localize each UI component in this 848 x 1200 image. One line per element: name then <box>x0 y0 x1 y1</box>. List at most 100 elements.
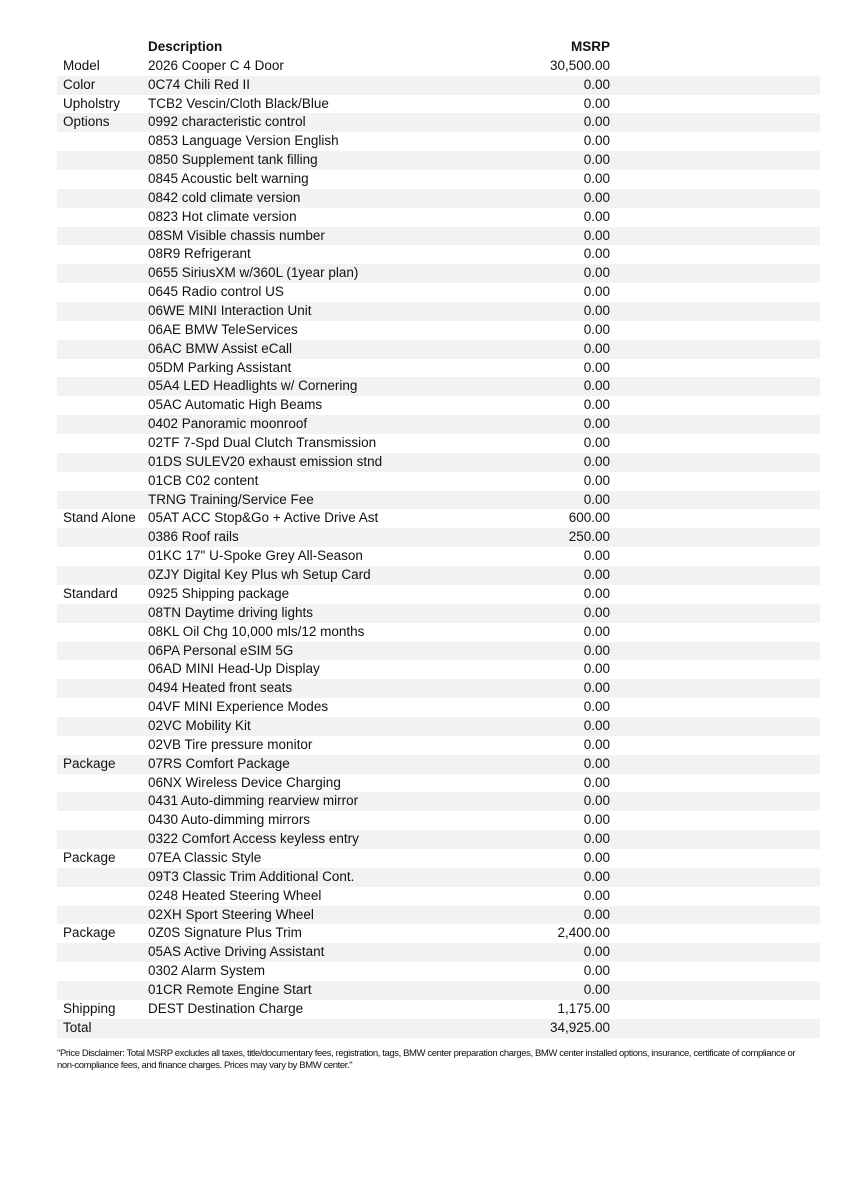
row-msrp: 0.00 <box>583 585 610 601</box>
row-category <box>57 321 148 340</box>
row-description: 0248 Heated Steering Wheel <box>148 887 322 903</box>
row-description: 0925 Shipping package <box>148 585 290 601</box>
table-row: 0645 Radio control US 0.00 <box>57 283 820 302</box>
msrp-table: Description MSRP Model 2026 Cooper C 4 Do… <box>57 38 820 1038</box>
table-row: 02VB Tire pressure monitor 0.00 <box>57 736 820 755</box>
table-row: 06PA Personal eSIM 5G 0.00 <box>57 641 820 661</box>
row-category <box>57 359 148 378</box>
row-description: 0992 characteristic control <box>148 114 306 130</box>
row-msrp: 0.00 <box>583 661 610 677</box>
row-description: 08KL Oil Chg 10,000 mls/12 months <box>148 623 365 639</box>
table-row: Shipping DEST Destination Charge 1,175.00 <box>57 1000 820 1019</box>
table-row: 0842 cold climate version 0.00 <box>57 188 820 208</box>
table-row: 08SM Visible chassis number 0.00 <box>57 226 820 246</box>
row-msrp: 0.00 <box>583 453 610 469</box>
row-msrp: 0.00 <box>583 208 610 224</box>
row-category <box>57 868 148 887</box>
header-description: Description <box>148 39 223 54</box>
row-msrp: 0.00 <box>583 604 610 620</box>
table-row: 0402 Panoramic moonroof 0.00 <box>57 415 820 435</box>
table-row: 01DS SULEV20 exhaust emission stnd 0.00 <box>57 452 820 472</box>
row-description: 02VB Tire pressure monitor <box>148 736 313 752</box>
row-msrp: 0.00 <box>583 793 610 809</box>
row-description: 0842 cold climate version <box>148 189 301 205</box>
table-row: 08R9 Refrigerant 0.00 <box>57 245 820 264</box>
table-row: Model 2026 Cooper C 4 Door 30,500.00 <box>57 57 820 76</box>
row-description: 05A4 LED Headlights w/ Cornering <box>148 378 358 394</box>
row-description: 07RS Comfort Package <box>148 755 290 771</box>
row-category <box>57 566 148 585</box>
row-msrp: 0.00 <box>583 114 610 130</box>
table-row: Color 0C74 Chili Red II 0.00 <box>57 75 820 95</box>
table-row: 08KL Oil Chg 10,000 mls/12 months 0.00 <box>57 623 820 642</box>
table-row: 0494 Heated front seats 0.00 <box>57 679 820 699</box>
row-msrp: 0.00 <box>583 680 610 696</box>
row-category <box>57 151 148 170</box>
row-msrp: 0.00 <box>583 623 610 639</box>
row-description: 0Z0S Signature Plus Trim <box>148 925 302 941</box>
row-description: 0302 Alarm System <box>148 963 266 979</box>
table-row: 05AC Automatic High Beams 0.00 <box>57 396 820 415</box>
row-description: TCB2 Vescin/Cloth Black/Blue <box>148 95 329 111</box>
table-row: Options 0992 characteristic control 0.00 <box>57 113 820 133</box>
table-row: 04VF MINI Experience Modes 0.00 <box>57 698 820 717</box>
table-row: 0850 Supplement tank filling 0.00 <box>57 151 820 171</box>
row-category: Shipping <box>63 1000 116 1016</box>
row-msrp: 34,925.00 <box>549 1019 610 1035</box>
row-category: Stand Alone <box>63 510 136 526</box>
row-category <box>57 736 148 755</box>
table-row: 06WE MINI Interaction Unit 0.00 <box>57 302 820 321</box>
row-msrp: 0.00 <box>583 944 610 960</box>
table-row: 08TN Daytime driving lights 0.00 <box>57 603 820 623</box>
table-row: 0322 Comfort Access keyless entry 0.00 <box>57 830 820 849</box>
row-msrp: 600.00 <box>568 510 610 526</box>
row-category <box>57 472 148 491</box>
table-row: 05DM Parking Assistant 0.00 <box>57 359 820 378</box>
row-description: 0823 Hot climate version <box>148 208 297 224</box>
row-description: 05AS Active Driving Assistant <box>148 944 325 960</box>
table-row: 02TF 7-Spd Dual Clutch Transmission 0.00 <box>57 434 820 453</box>
table-row: 05A4 LED Headlights w/ Cornering 0.00 <box>57 377 820 397</box>
row-description: 0ZJY Digital Key Plus wh Setup Card <box>148 567 371 583</box>
row-description: 01KC 17" U-Spoke Grey All-Season <box>148 548 363 564</box>
row-category <box>57 981 148 1000</box>
row-category <box>57 396 148 415</box>
row-category <box>57 887 148 906</box>
row-category <box>57 415 148 434</box>
row-category <box>57 623 148 642</box>
row-category <box>57 283 148 302</box>
table-row: 02VC Mobility Kit 0.00 <box>57 716 820 736</box>
row-description: 05AT ACC Stop&Go + Active Drive Ast <box>148 510 379 526</box>
row-description: 0494 Heated front seats <box>148 680 293 696</box>
row-msrp: 0.00 <box>583 265 610 281</box>
row-category <box>57 604 148 623</box>
row-description: 09T3 Classic Trim Additional Cont. <box>148 868 355 884</box>
row-msrp: 0.00 <box>583 849 610 865</box>
row-description: 0845 Acoustic belt warning <box>148 171 309 187</box>
row-msrp: 0.00 <box>583 755 610 771</box>
row-description: 0C74 Chili Red II <box>148 76 251 92</box>
row-description: TRNG Training/Service Fee <box>148 491 314 507</box>
row-msrp: 0.00 <box>583 736 610 752</box>
row-description: DEST Destination Charge <box>148 1000 304 1016</box>
row-msrp: 0.00 <box>583 378 610 394</box>
row-description: 08TN Daytime driving lights <box>148 604 314 620</box>
row-category: Total <box>63 1019 92 1035</box>
row-category <box>57 943 148 962</box>
row-msrp: 0.00 <box>583 189 610 205</box>
table-row: Upholstry TCB2 Vescin/Cloth Black/Blue 0.0… <box>57 95 820 114</box>
row-msrp: 0.00 <box>583 642 610 658</box>
row-category <box>57 189 148 208</box>
row-description: 01CB C02 content <box>148 472 259 488</box>
row-msrp: 0.00 <box>583 246 610 262</box>
table-header: Description MSRP <box>57 38 820 57</box>
row-category <box>57 245 148 264</box>
row-msrp: 0.00 <box>583 717 610 733</box>
row-msrp: 0.00 <box>583 812 610 828</box>
row-msrp: 0.00 <box>583 303 610 319</box>
row-category <box>57 660 148 679</box>
row-msrp: 0.00 <box>583 284 610 300</box>
table-row: 0655 SiriusXM w/360L (1year plan) 0.00 <box>57 264 820 284</box>
row-category <box>57 830 148 849</box>
row-msrp: 0.00 <box>583 321 610 337</box>
